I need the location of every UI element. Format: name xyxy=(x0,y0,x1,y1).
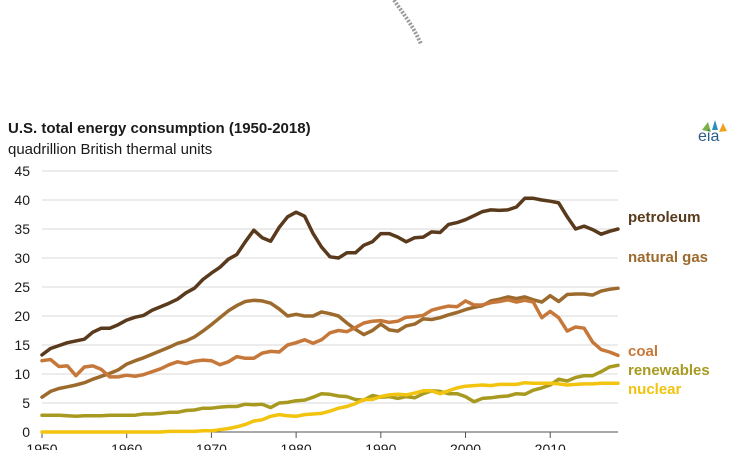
axes: 0 5 10 15 20 25 30 35 40 45 1950 1960 1970 1980 1990 20… xyxy=(14,163,566,450)
series-line-coal xyxy=(40,298,620,379)
series-label-natural-gas: natural gas xyxy=(628,249,708,266)
y-tick-label: 5 xyxy=(22,395,30,411)
y-tick-label: 20 xyxy=(14,308,30,324)
series-labels: petroleum natural gas coal renewables nuclea… xyxy=(628,209,710,398)
y-tick-label: 45 xyxy=(14,163,30,179)
chart-title: U.S. total energy consumption (1950-2018… xyxy=(8,120,311,137)
y-tick-label: 10 xyxy=(14,366,30,382)
series-line-petroleum xyxy=(40,196,620,357)
x-tick-label: 1970 xyxy=(196,441,227,450)
decorative-curve xyxy=(380,0,440,55)
y-tick-label: 15 xyxy=(14,337,30,353)
y-tick-label: 25 xyxy=(14,279,30,295)
x-tick-label: 1950 xyxy=(26,441,57,450)
y-tick-label: 0 xyxy=(22,424,30,440)
x-tick-label: 1990 xyxy=(365,441,396,450)
series-label-petroleum: petroleum xyxy=(628,209,701,226)
x-tick-label: 2000 xyxy=(450,441,481,450)
series-label-coal: coal xyxy=(628,343,658,360)
series-lines xyxy=(40,196,620,434)
series-line-renewables xyxy=(40,363,620,419)
series-label-renewables: renewables xyxy=(628,362,710,379)
series-line-nuclear xyxy=(40,380,620,434)
series-label-nuclear: nuclear xyxy=(628,381,682,398)
x-tick-label: 1960 xyxy=(111,441,142,450)
logo-text: eia xyxy=(698,128,720,145)
y-tick-label: 35 xyxy=(14,221,30,237)
x-tick-label: 1980 xyxy=(281,441,312,450)
y-tick-label: 40 xyxy=(14,192,30,208)
y-tick-label: 30 xyxy=(14,250,30,266)
x-tick-label: 2010 xyxy=(535,441,566,450)
eia-logo-icon xyxy=(698,118,730,154)
chart-subtitle: quadrillion British thermal units xyxy=(8,141,213,158)
series-line-natural-gas xyxy=(40,286,620,399)
